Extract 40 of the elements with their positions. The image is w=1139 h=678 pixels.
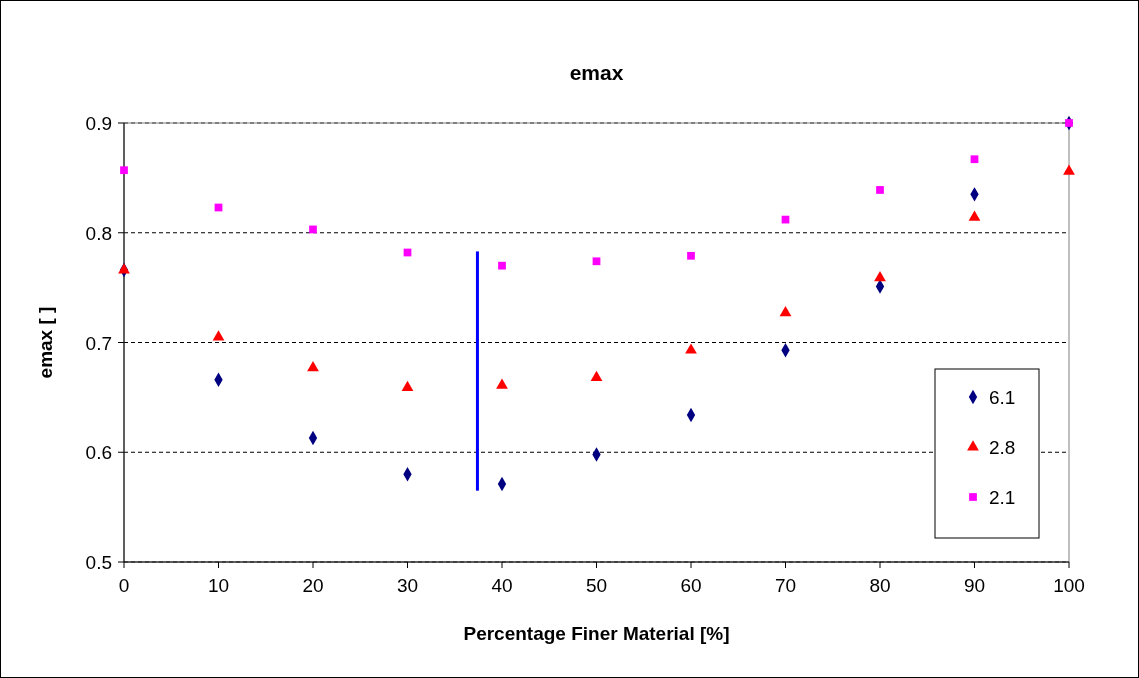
x-tick-label: 40: [491, 575, 513, 596]
point: [1063, 164, 1075, 175]
point: [876, 186, 884, 194]
y-axis-title: emax [ ]: [35, 306, 56, 379]
point: [309, 225, 317, 234]
y-tick-label: 0.8: [85, 222, 112, 244]
chart-title: emax: [569, 61, 624, 84]
x-axis-title: Percentage Finer Material [%]: [463, 623, 730, 644]
x-tick-label: 90: [963, 575, 986, 596]
point: [968, 210, 981, 221]
x-tick-label: 60: [680, 575, 702, 596]
x-tick-label: 80: [869, 575, 891, 596]
point: [687, 251, 695, 260]
point: [590, 370, 603, 382]
x-tick-label: 20: [302, 575, 324, 596]
point: [118, 263, 130, 274]
x-tick-label: 70: [774, 575, 797, 596]
point: [874, 270, 886, 282]
point: [779, 306, 792, 317]
point: [685, 343, 697, 354]
x-tick-label: 10: [207, 575, 230, 596]
y-tick-label: 0.5: [85, 552, 112, 573]
y-tick-label: 0.6: [85, 442, 112, 464]
point: [498, 261, 506, 270]
x-tick-label: 50: [585, 575, 608, 596]
legend-label: 6.1: [989, 387, 1016, 408]
point: [212, 330, 225, 341]
legend-label: 2.8: [989, 437, 1016, 458]
x-tick-label: 100: [1053, 575, 1085, 596]
x-tick-label: 30: [396, 575, 419, 596]
y-tick-label: 0.9: [85, 113, 112, 134]
y-tick-label: 0.7: [85, 332, 112, 354]
point: [307, 360, 319, 372]
legend-label: 2.1: [989, 487, 1016, 508]
point: [970, 155, 979, 164]
point: [496, 378, 508, 389]
point: [592, 257, 601, 266]
point: [120, 166, 128, 175]
x-tick-label: 0: [118, 575, 130, 596]
point: [401, 380, 414, 391]
